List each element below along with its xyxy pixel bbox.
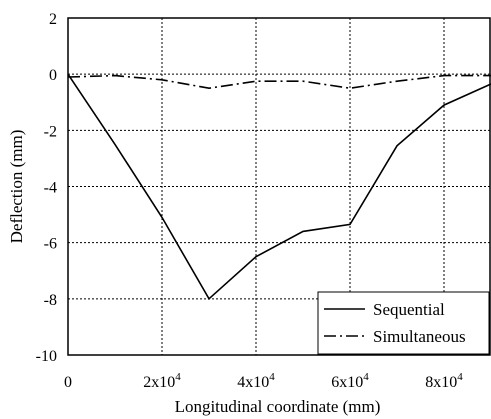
x-axis-label: Longitudinal coordinate (mm): [175, 397, 381, 416]
legend: Sequential Simultaneous: [317, 291, 490, 355]
series-line-sequential: [67, 73, 491, 301]
y-axis-label: Deflection (mm): [7, 130, 26, 244]
plot-frame: [67, 17, 491, 356]
y-tick-label: -6: [44, 236, 57, 253]
series-line-simultaneous: [67, 74, 491, 90]
y-tick-label: 2: [49, 11, 57, 28]
tick-labels: 0 2x104 4x104 6x104 8x104 2 0 -2 -4 -6 -8 -10: [36, 11, 464, 391]
x-tick-label: 2x104: [143, 371, 181, 391]
y-tick-label: -8: [44, 292, 57, 309]
x-tick-label: 4x104: [237, 371, 275, 391]
legend-label-simultaneous: Simultaneous: [373, 327, 466, 346]
y-tick-label: -4: [44, 180, 57, 197]
legend-label-sequential: Sequential: [373, 300, 445, 319]
series-layer: [67, 73, 491, 301]
x-tick-label: 0: [64, 374, 72, 391]
y-tick-label: 0: [49, 67, 57, 84]
y-tick-label: -2: [44, 123, 57, 140]
y-tick-label: -10: [36, 348, 57, 365]
x-tick-label: 6x104: [331, 371, 369, 391]
legend-box: [317, 291, 490, 355]
x-tick-label: 8x104: [425, 371, 463, 391]
